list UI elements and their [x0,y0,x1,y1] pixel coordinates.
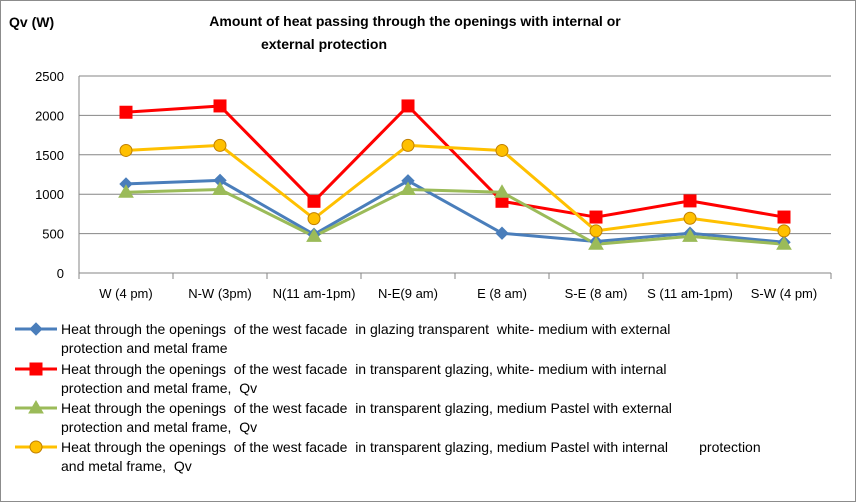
y-tick-label: 500 [42,227,64,242]
series-line-4 [125,143,785,233]
data-point-series-3 [776,236,792,250]
x-tick-label: N-W (3pm) [188,286,252,301]
y-tick-label: 2000 [35,108,64,123]
data-point-series-2 [777,210,791,224]
data-point-series-2 [119,105,133,119]
plot-area: 0 500 1000 1500 2000 2500 W (4 pm) N-W (3pm) N(1… [35,69,832,301]
x-tick-label: N(11 am-1pm) [273,286,356,301]
data-point-series-4 [777,224,791,238]
legend-marker-2 [29,362,43,376]
legend-marker-1 [29,322,43,336]
legend-label-2: protection and metal frame, Qv [61,380,257,396]
y-tick-label: 1500 [35,148,64,163]
data-point-series-2 [307,194,321,208]
data-point-series-4 [119,143,133,157]
data-point-series-3 [118,184,134,198]
x-tick-label: E (8 am) [477,286,527,301]
x-tick-label: S-E (8 am) [565,286,628,301]
legend-label-2: Heat through the openings of the west fa… [61,361,666,377]
data-point-series-4 [589,224,603,238]
chart-title-line-2: external protection [261,36,387,52]
legend-marker-4 [29,440,43,454]
legend-label-3: Heat through the openings of the west fa… [61,400,672,416]
x-tick-label: S (11 am-1pm) [647,286,733,301]
legend-label-1: protection and metal frame [61,340,228,356]
data-point-series-2 [683,194,697,208]
legend-label-4: Heat through the openings of the west fa… [61,439,761,455]
y-tick-label: 1000 [35,187,64,202]
data-point-series-2 [589,210,603,224]
data-point-series-3 [212,181,228,195]
data-point-series-3 [306,228,322,242]
y-axis-label: Qv (W) [9,14,54,30]
legend: Heat through the openings of the west fa… [15,321,761,474]
y-tick-label: 0 [57,266,64,281]
data-point-series-4 [401,138,415,152]
x-tick-label: W (4 pm) [99,286,152,301]
chart-title-line-1: Amount of heat passing through the openi… [209,13,621,29]
legend-marker-3 [28,400,44,414]
data-point-series-2 [213,99,227,113]
data-point-series-4 [213,138,227,152]
y-tick-label: 2500 [35,69,64,84]
data-point-series-4 [307,212,321,226]
data-point-series-3 [682,228,698,242]
x-tick-label: N-E(9 am) [378,286,438,301]
x-tick-label: S-W (4 pm) [751,286,817,301]
data-point-series-2 [401,99,415,113]
series-line-1 [125,178,785,244]
series-line-3 [125,187,785,246]
data-point-series-3 [494,184,510,198]
legend-label-4: and metal frame, Qv [61,458,192,474]
data-point-series-1 [495,226,509,240]
legend-label-3: protection and metal frame, Qv [61,419,257,435]
series-line-2 [125,104,785,219]
legend-label-1: Heat through the openings of the west fa… [61,321,670,337]
data-point-series-3 [588,236,604,250]
data-point-series-4 [683,211,697,225]
data-point-series-4 [495,143,509,157]
data-point-series-3 [400,181,416,195]
